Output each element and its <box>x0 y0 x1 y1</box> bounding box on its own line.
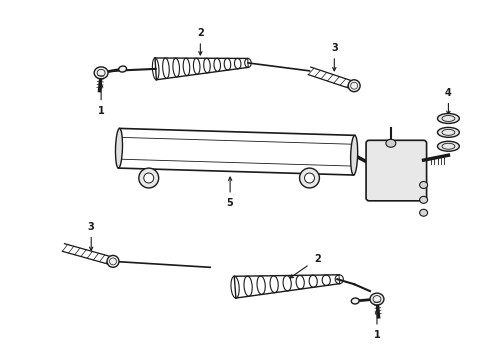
Ellipse shape <box>438 141 459 151</box>
Text: 4: 4 <box>445 88 452 98</box>
Circle shape <box>139 168 159 188</box>
Circle shape <box>305 173 315 183</box>
Ellipse shape <box>94 67 108 79</box>
Ellipse shape <box>116 129 122 168</box>
Text: 5: 5 <box>227 198 234 208</box>
Ellipse shape <box>370 293 384 305</box>
Ellipse shape <box>419 209 428 216</box>
Text: 1: 1 <box>373 330 380 340</box>
Ellipse shape <box>419 196 428 203</box>
Text: 3: 3 <box>88 222 95 231</box>
Ellipse shape <box>351 298 359 304</box>
Ellipse shape <box>419 181 428 188</box>
Text: 1: 1 <box>98 105 104 116</box>
Text: 3: 3 <box>331 43 338 53</box>
Circle shape <box>107 255 119 267</box>
Ellipse shape <box>351 135 358 175</box>
Circle shape <box>348 80 360 92</box>
Ellipse shape <box>386 139 396 147</box>
Ellipse shape <box>438 127 459 137</box>
Circle shape <box>299 168 319 188</box>
Text: 2: 2 <box>197 28 204 38</box>
Ellipse shape <box>438 113 459 123</box>
Circle shape <box>144 173 154 183</box>
Text: 2: 2 <box>314 255 321 264</box>
FancyBboxPatch shape <box>366 140 427 201</box>
Ellipse shape <box>119 66 126 72</box>
